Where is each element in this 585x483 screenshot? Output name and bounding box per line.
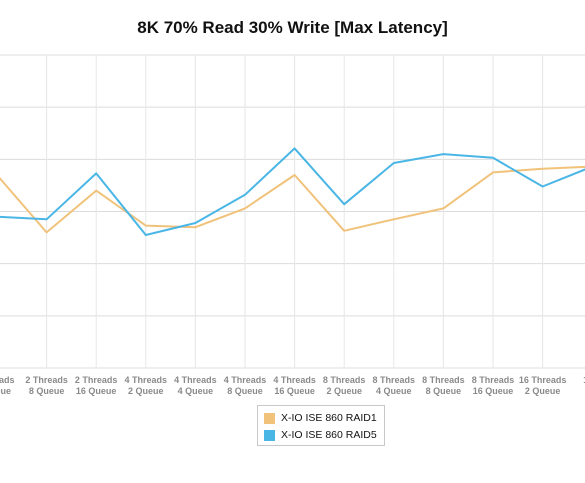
chart-title: 8K 70% Read 30% Write [Max Latency]: [137, 18, 448, 37]
x-tick-label-line: 2 Queue: [525, 386, 561, 396]
legend-item-raid5: X-IO ISE 860 RAID5: [264, 428, 377, 442]
x-tick-label-line: 8 Threads: [472, 375, 515, 385]
x-tick-label: 2 Threads 8 Queue: [25, 375, 68, 396]
x-tick-label-line: 8 Queue: [29, 386, 65, 396]
x-tick-label-line: 16 Queue: [473, 386, 514, 396]
x-tick-label: 8 Threads 8 Queue: [422, 375, 465, 396]
x-tick-label: 8 Threads 4 Queue: [373, 375, 416, 396]
x-tick-label: 2 Threads 16 Queue: [75, 375, 118, 396]
x-tick-label: 8 Threads 2 Queue: [323, 375, 366, 396]
x-tick-label: 4 Threads 4 Queue: [174, 375, 217, 396]
x-tick-label-line: Threads: [0, 375, 15, 385]
x-tick-label-line: 8 Threads: [373, 375, 416, 385]
series-lines: [0, 147, 585, 236]
x-tick-label-line: 16 T: [583, 375, 585, 385]
x-tick-label-line: 16 Queue: [274, 386, 315, 396]
x-tick-label: 16 Threads 2 Queue: [519, 375, 567, 396]
x-tick-label: 4 Threads 16 Queue: [273, 375, 316, 396]
x-tick-label-line: 2 Threads: [75, 375, 118, 385]
x-tick-label-line: 4 Threads: [174, 375, 217, 385]
legend-label-raid1: X-IO ISE 860 RAID1: [281, 412, 377, 424]
legend: X-IO ISE 860 RAID1 X-IO ISE 860 RAID5: [257, 405, 385, 446]
x-tick-label-line: 16 Queue: [76, 386, 117, 396]
x-tick-label-line: 2 Queue: [326, 386, 362, 396]
legend-swatch-raid5: [264, 429, 275, 441]
x-tick-label-line: 4 Threads: [224, 375, 267, 385]
x-tick-label: ThreadsQueue: [0, 375, 15, 396]
x-tick-label-line: 8 Queue: [227, 386, 263, 396]
x-tick-label-line: 16 Threads: [519, 375, 567, 385]
x-tick-label-line: 4 Threads: [125, 375, 168, 385]
x-tick-label: 8 Threads 16 Queue: [472, 375, 515, 396]
x-tick-label-line: 4 Queue: [178, 386, 214, 396]
x-tick-label-line: 8 Threads: [422, 375, 465, 385]
x-tick-label-line: Queue: [0, 386, 11, 396]
legend-swatch-raid1: [264, 412, 275, 424]
legend-item-raid1: X-IO ISE 860 RAID1: [264, 411, 377, 425]
x-tick-label-line: 4 Threads: [273, 375, 316, 385]
x-tick-label: 4 Threads 2 Queue: [125, 375, 168, 396]
x-tick-label-line: 2 Queue: [128, 386, 164, 396]
gridlines: [0, 54, 585, 369]
x-tick-label-line: 8 Queue: [426, 386, 462, 396]
x-tick-label: 4 Threads 8 Queue: [224, 375, 267, 396]
x-tick-label-line: 2 Threads: [25, 375, 68, 385]
legend-label-raid5: X-IO ISE 860 RAID5: [281, 429, 377, 441]
x-tick-label-line: 8 Threads: [323, 375, 366, 385]
series-line-raid5: [0, 147, 585, 236]
series-line-raid1: [0, 165, 585, 234]
x-tick-label-line: 4 Queue: [376, 386, 412, 396]
